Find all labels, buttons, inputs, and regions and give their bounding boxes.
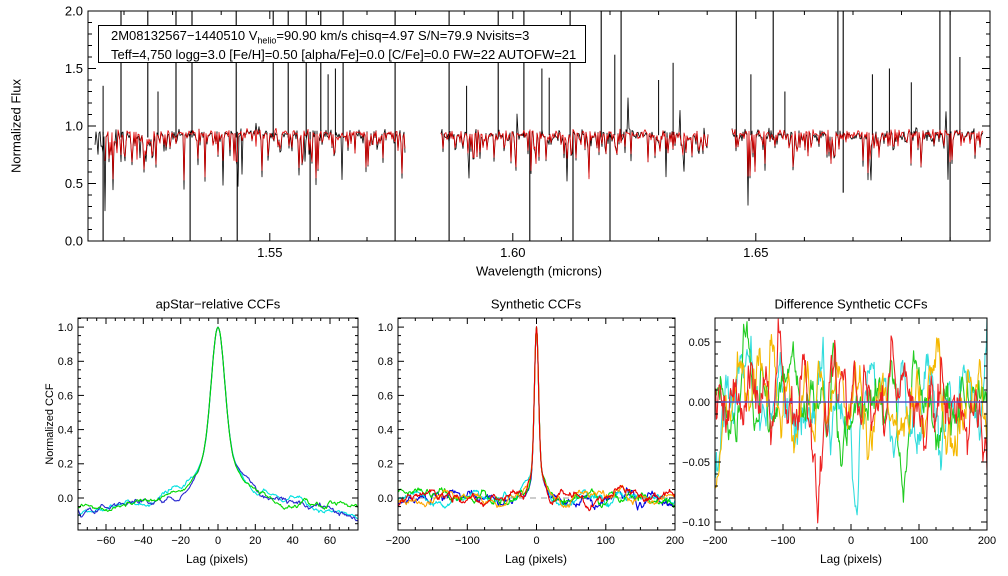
apstar-ccf-x-axis-label: Lag (pixels): [185, 552, 249, 566]
apstar-ccf-panel-axes: −60 −40 −20 0 20 40 60 0.0 0.2 0.4 0.6 0.8 1.0: [58, 317, 359, 547]
x-tick-label: 100: [597, 535, 615, 547]
spectrum-info-line1: 2M08132567−1440510 Vhelio=90.90 km/s chi…: [111, 28, 585, 48]
x-tick-label: 40: [287, 535, 299, 547]
diff-green-line: [715, 321, 987, 503]
syn-ccf-cyan-line: [398, 326, 675, 509]
apstar-ccf-panel-frame: [77, 317, 359, 531]
x-tick-label: 60: [324, 535, 336, 547]
ccf-visit-cyan-line: [78, 326, 358, 520]
synthetic-ccf-panel-frame: [397, 317, 676, 531]
clip-p3-series: [715, 318, 987, 524]
y-tick-label: 0.4: [58, 425, 73, 437]
y-tick-label: 1.0: [65, 119, 83, 134]
y-tick-label: 0.2: [378, 459, 393, 471]
x-tick-label: 0: [533, 535, 539, 547]
clip-p1-series: [78, 326, 358, 522]
synthetic-ccf-title: Synthetic CCFs: [490, 296, 582, 312]
difference-ccf-x-axis-label: Lag (pixels): [819, 552, 883, 566]
y-tick-label: 0.05: [689, 337, 710, 349]
model-fit-line: [104, 127, 406, 181]
x-tick-label: 100: [910, 535, 928, 547]
velocity-stats: =90.90 km/s chisq=4.97 S/N=79.9 Nvisits=…: [276, 28, 530, 43]
y-tick-label: 0.6: [378, 390, 393, 402]
spectrum-panel-frame: [87, 10, 991, 242]
y-tick-label: 0.8: [378, 356, 393, 368]
spectrum-info-line2: Teff=4,750 logg=3.0 [Fe/H]=0.50 [alpha/F…: [111, 47, 577, 63]
y-tick-label: 0.8: [58, 356, 73, 368]
y-tick-label: 0.0: [378, 493, 393, 505]
model-fit-line: [731, 128, 984, 177]
y-tick-label: 0.2: [58, 459, 73, 471]
y-tick-label: 0.4: [378, 425, 393, 437]
x-tick-label: −40: [134, 535, 153, 547]
y-tick-label: −0.10: [682, 517, 710, 529]
x-tick-label: −20: [171, 535, 190, 547]
x-tick-label: 20: [249, 535, 261, 547]
clip-p2-series: [398, 326, 675, 512]
y-tick-label: 2.0: [65, 4, 83, 19]
x-tick-label: −100: [771, 535, 796, 547]
x-tick-label: −60: [97, 535, 116, 547]
y-tick-label: 0.0: [58, 493, 73, 505]
target-id-and-vhelio: 2M08132567−1440510 V: [111, 28, 258, 43]
y-tick-label: 1.0: [378, 322, 393, 334]
x-tick-label: 1.65: [743, 245, 768, 260]
ccf-visit-blue-line: [78, 326, 358, 522]
x-tick-label: 0: [215, 535, 221, 547]
spectrum-info-box: 2M08132567−1440510 Vhelio=90.90 km/s chi…: [98, 25, 586, 63]
y-tick-label: 0.00: [689, 397, 710, 409]
model-fit-line: [440, 128, 709, 180]
y-tick-label: −0.05: [682, 457, 710, 469]
syn-ccf-orange-line: [398, 326, 675, 509]
x-tick-label: −200: [386, 535, 411, 547]
syn-ccf-blue-line: [398, 327, 675, 511]
x-tick-label: −100: [455, 535, 480, 547]
spectrum-y-axis-label: Normalized Flux: [8, 79, 24, 173]
x-tick-label: 0: [848, 535, 854, 547]
vhelio-subscript: helio: [257, 35, 277, 46]
difference-ccf-title: Difference Synthetic CCFs: [774, 296, 928, 312]
apstar-ccf-title: apStar−relative CCFs: [155, 296, 281, 312]
synthetic-ccf-panel-axes: −200 −100 0 100 200 0.0 0.2 0.4 0.6 0.8 1.0: [378, 317, 684, 547]
apstar-ccf-y-axis-label: Normalized CCF: [44, 383, 56, 465]
diff-red-line: [715, 318, 987, 524]
ccf-visit-green-line: [78, 326, 358, 512]
syn-ccf-red-line: [398, 326, 675, 512]
synthetic-ccf-x-axis-label: Lag (pixels): [504, 552, 568, 566]
x-tick-label: 1.55: [257, 245, 282, 260]
diff-orange-line: [715, 333, 987, 489]
y-tick-label: 0.0: [65, 234, 83, 249]
difference-synthetic-ccf-panel-frame: [714, 317, 988, 531]
x-tick-label: 1.60: [500, 245, 525, 260]
y-tick-label: 0.6: [58, 390, 73, 402]
difference-synthetic-ccf-panel-axes: −200 −100 0 100 200 0.05 0.00 −0.05 −0.10: [682, 317, 996, 547]
y-tick-label: 1.5: [65, 61, 83, 76]
y-tick-label: 1.0: [58, 322, 73, 334]
x-tick-label: 200: [666, 535, 684, 547]
syn-ccf-green-line: [398, 326, 675, 509]
spectrum-x-axis-label: Wavelength (microns): [476, 263, 602, 279]
y-tick-label: 0.5: [65, 176, 83, 191]
observed-spectrum-line: [731, 111, 984, 206]
x-tick-label: 200: [978, 535, 996, 547]
spectrum-panel-axes: 1.55 1.60 1.65 0.0 0.5 1.0 1.5 2.0: [65, 4, 991, 260]
x-tick-label: −200: [703, 535, 728, 547]
